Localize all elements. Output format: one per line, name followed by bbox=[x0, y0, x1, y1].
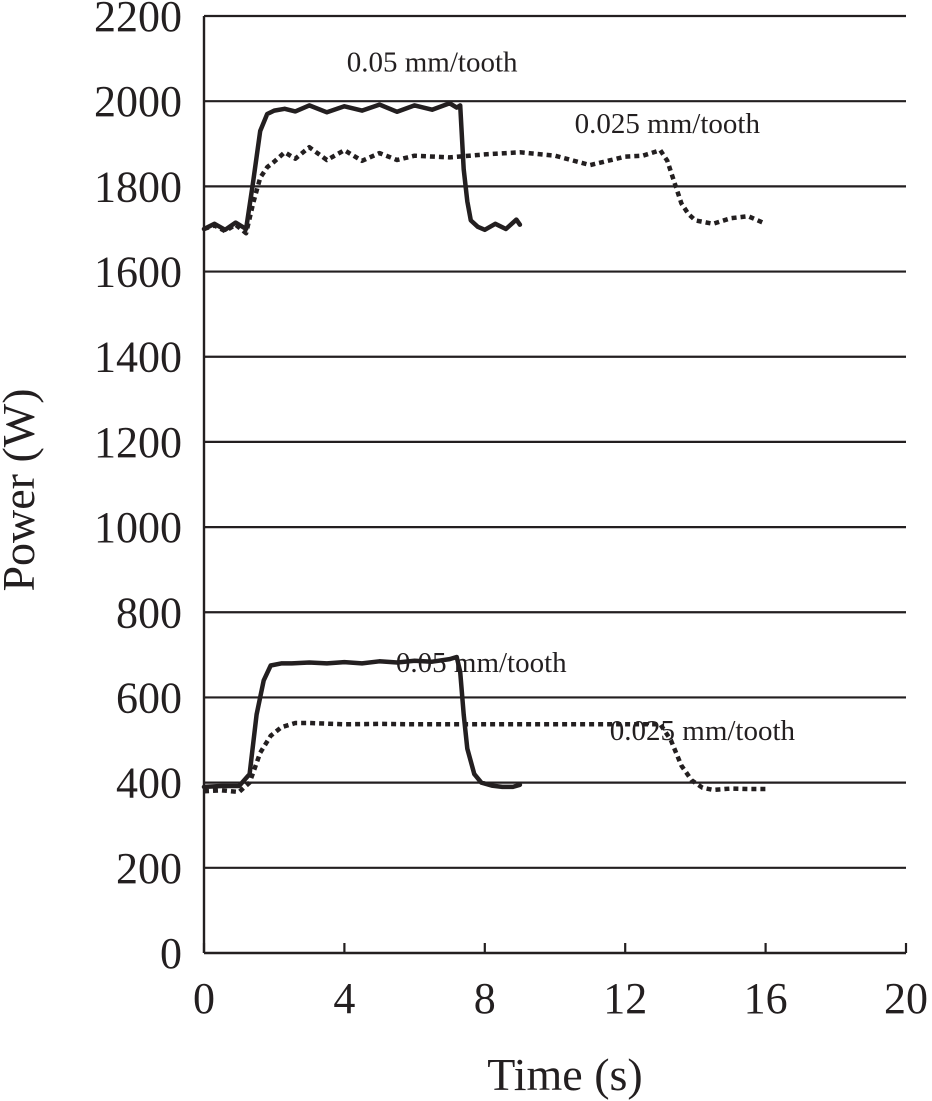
series-line-4-dotted bbox=[203, 720, 766, 795]
annotation-layer: 0.05 mm/tooth 0.025 mm/tooth 0.05 mm/tooth… bbox=[347, 46, 796, 747]
x-axis-title: Time (s) bbox=[487, 1049, 643, 1100]
y-axis-title: Power (W) bbox=[0, 388, 44, 591]
y-tick-label-1200: 1200 bbox=[94, 418, 182, 467]
y-tick-label-1400: 1400 bbox=[94, 333, 182, 382]
x-tick-label-4: 4 bbox=[333, 974, 355, 1023]
y-tick-label-600: 600 bbox=[116, 673, 182, 722]
x-tick-label-8: 8 bbox=[474, 974, 496, 1023]
annotation-2: 0.025 mm/tooth bbox=[575, 108, 761, 140]
annotation-3: 0.05 mm/tooth bbox=[396, 647, 567, 679]
annotation-1: 0.05 mm/tooth bbox=[347, 46, 518, 78]
series-line-2-dotted bbox=[203, 144, 767, 236]
series-layer bbox=[201, 101, 767, 795]
x-tick-label-12: 12 bbox=[603, 974, 647, 1023]
annotation-4: 0.025 mm/tooth bbox=[610, 715, 796, 747]
y-tick-label-400: 400 bbox=[116, 759, 182, 808]
y-tick-label-2000: 2000 bbox=[94, 77, 182, 126]
x-tick-label-0: 0 bbox=[193, 974, 215, 1023]
y-tick-label-200: 200 bbox=[116, 844, 182, 893]
y-tick-label-1000: 1000 bbox=[94, 503, 182, 552]
y-tick-label-0: 0 bbox=[160, 929, 182, 978]
y-tick-label-2200: 2200 bbox=[94, 0, 182, 41]
series-line-3-solid bbox=[201, 654, 523, 790]
y-tick-label-1800: 1800 bbox=[94, 162, 182, 211]
x-tick-label-16: 16 bbox=[744, 974, 788, 1023]
y-tick-label-800: 800 bbox=[116, 588, 182, 637]
axis-layer: 0200400600800100012001400160018002000220… bbox=[94, 0, 928, 1023]
y-tick-label-1600: 1600 bbox=[94, 248, 182, 297]
grid-layer bbox=[204, 14, 906, 869]
x-tick-label-20: 20 bbox=[884, 974, 928, 1023]
series-line-1-solid bbox=[201, 101, 523, 233]
